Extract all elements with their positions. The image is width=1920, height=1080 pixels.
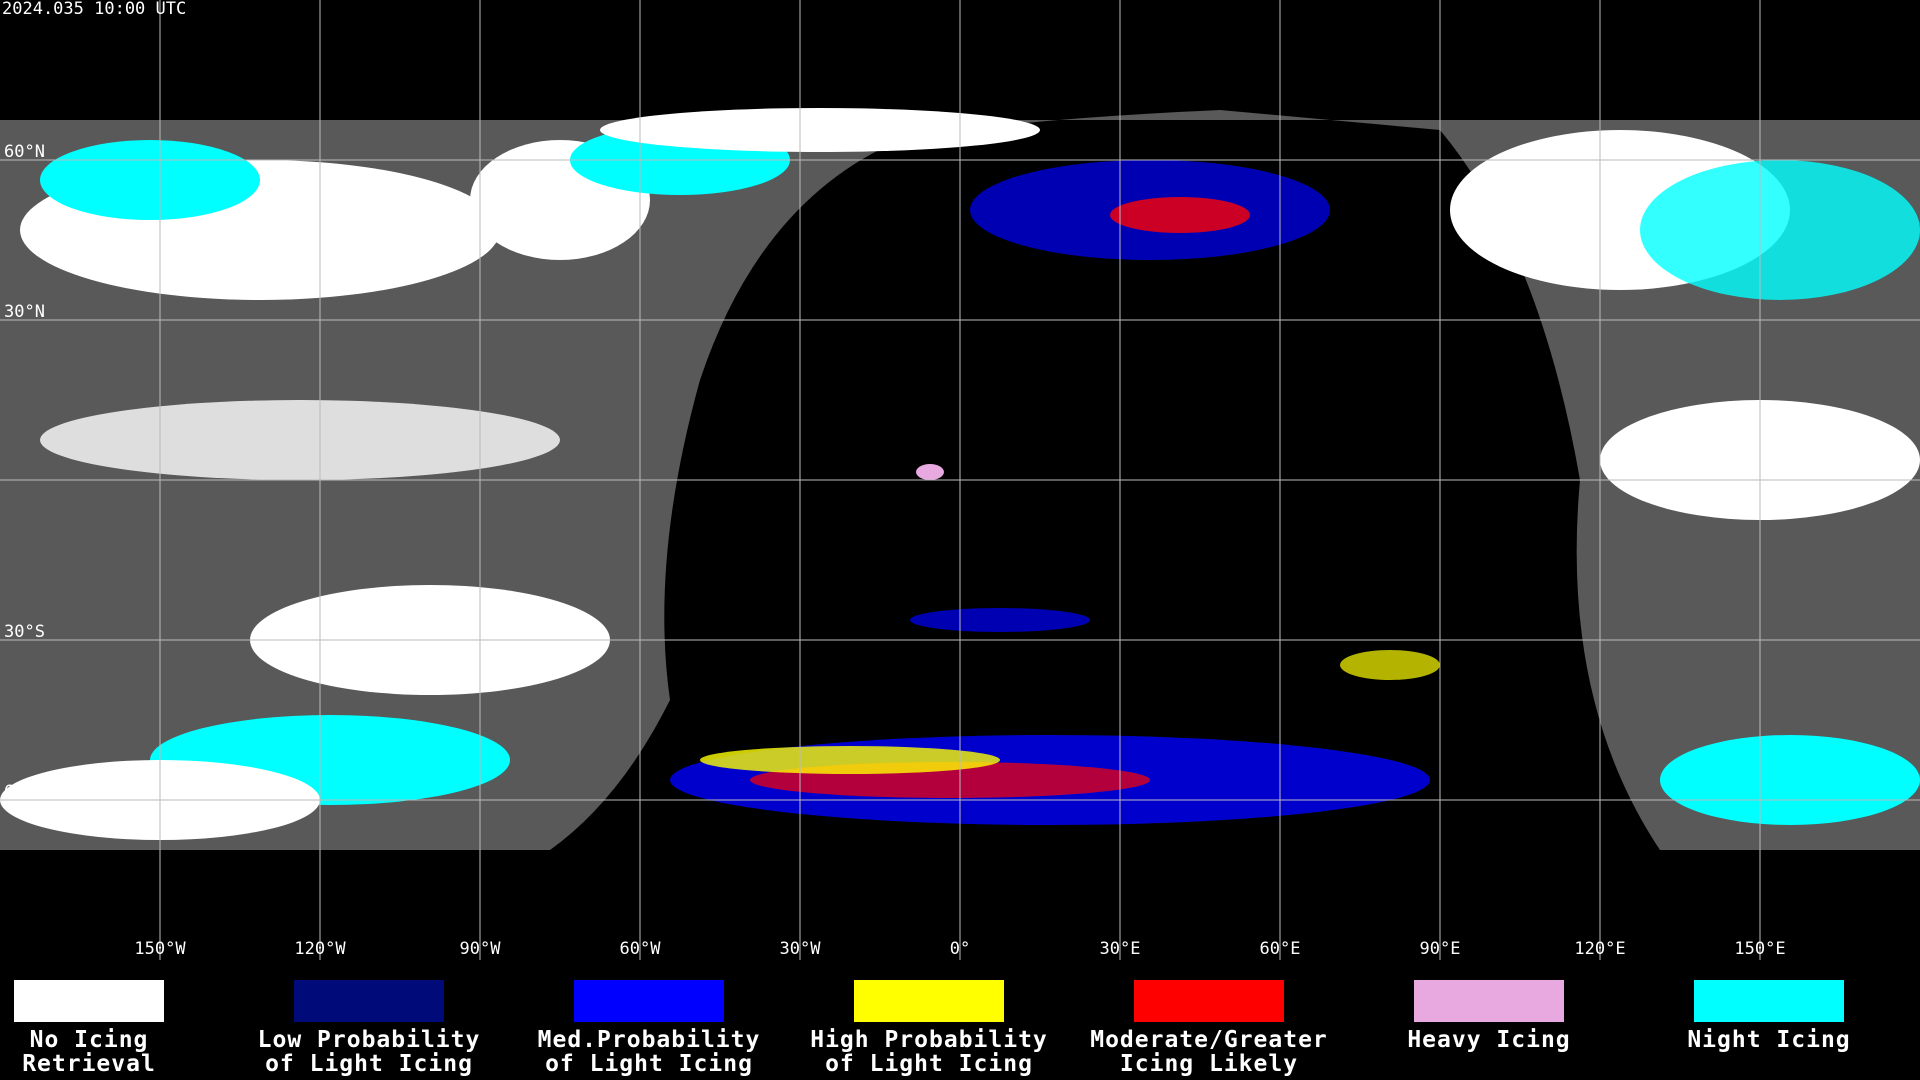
legend-swatch [574, 980, 724, 1022]
legend-swatch [1694, 980, 1844, 1022]
legend-swatch [1134, 980, 1284, 1022]
lon-label: 120°E [1574, 939, 1625, 959]
lon-label: 60°W [620, 939, 662, 959]
legend-label: of Light Icing [265, 1051, 473, 1077]
icing-area [916, 464, 944, 480]
legend-swatch [854, 980, 1004, 1022]
lon-label: 30°W [780, 939, 822, 959]
icing-area [1110, 197, 1250, 233]
legend-label: Low Probability [258, 1027, 481, 1053]
cloud [1660, 735, 1920, 825]
cloud [1640, 160, 1920, 300]
lat-label: 30°N [4, 302, 45, 322]
legend-swatch [1414, 980, 1564, 1022]
legend-label: Med.Probability [538, 1027, 761, 1053]
lon-label: 30°E [1100, 939, 1141, 959]
axis-labels: 60°N 30°N 30°S 60°S 150°W 120°W 90°W 60°W 30°W 0°… [4, 142, 1786, 959]
legend-label: Night Icing [1687, 1027, 1850, 1053]
graticule [0, 0, 1920, 960]
lon-label: 90°W [460, 939, 502, 959]
legend-label: High Probability [810, 1027, 1048, 1053]
lon-label: 90°E [1420, 939, 1461, 959]
legend-label: of Light Icing [545, 1051, 753, 1077]
legend-label: Heavy Icing [1407, 1027, 1570, 1053]
legend-swatch [14, 980, 164, 1022]
icing-area [910, 608, 1090, 632]
lon-label: 0° [950, 939, 970, 959]
lon-label: 150°W [134, 939, 186, 959]
icing-area [1340, 650, 1440, 680]
lat-label: 60°N [4, 142, 45, 162]
lat-label: 60°S [4, 782, 45, 802]
lon-label: 150°E [1734, 939, 1785, 959]
legend-label: Retrieval [22, 1051, 156, 1077]
lon-label: 120°W [294, 939, 346, 959]
legend-label: Moderate/Greater [1090, 1027, 1328, 1053]
cloud [40, 400, 560, 480]
icing-area [700, 746, 1000, 774]
lon-label: 60°E [1260, 939, 1301, 959]
timestamp: 2024.035 10:00 UTC [2, 0, 186, 19]
cloud [40, 140, 260, 220]
legend-label: of Light Icing [825, 1051, 1033, 1077]
cloud [600, 108, 1040, 152]
legend-swatch [294, 980, 444, 1022]
legend-label: Icing Likely [1120, 1051, 1298, 1077]
legend-label: No Icing [30, 1027, 149, 1053]
lat-label: 30°S [4, 622, 45, 642]
